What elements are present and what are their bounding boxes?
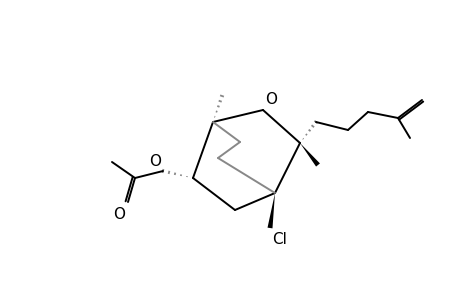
- Polygon shape: [267, 193, 274, 228]
- Polygon shape: [299, 143, 319, 166]
- Text: O: O: [149, 154, 161, 169]
- Text: O: O: [264, 92, 276, 107]
- Text: O: O: [113, 207, 125, 222]
- Text: Cl: Cl: [271, 232, 286, 247]
